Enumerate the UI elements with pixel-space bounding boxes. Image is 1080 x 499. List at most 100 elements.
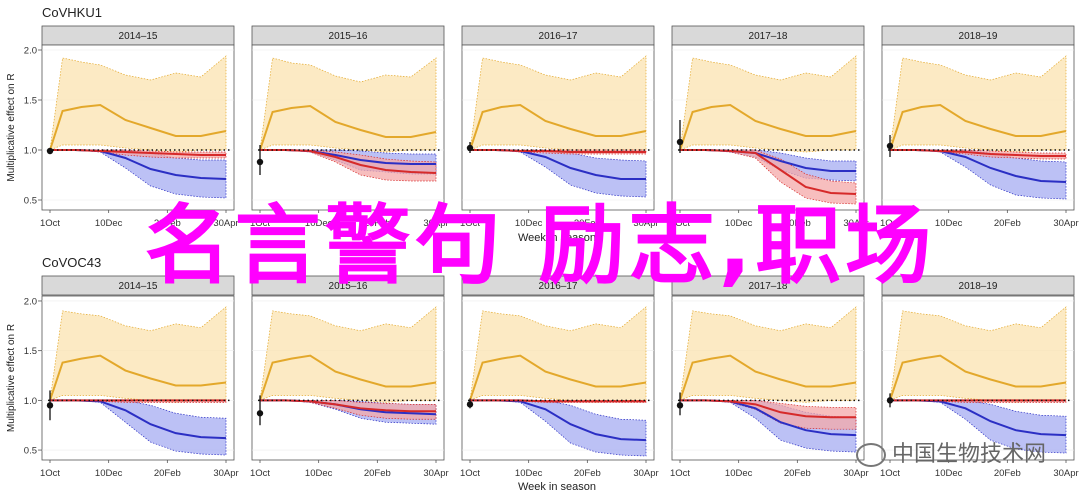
- x-tick-label: 10Dec: [95, 468, 123, 479]
- series-yellow-line: [49, 103, 227, 151]
- series-yellow-band: [679, 55, 857, 153]
- x-tick-label: 30Apr: [423, 218, 448, 229]
- x-tick-label: 30Apr: [843, 218, 868, 229]
- y-axis-label: Multiplicative effect on R: [6, 73, 17, 181]
- y-tick-label: 1.5: [24, 346, 37, 357]
- wechat-logo-icon: [855, 443, 886, 467]
- x-tick-label: 20Feb: [574, 218, 601, 229]
- series-red-band: [260, 149, 437, 182]
- facet-label: 2015–16: [329, 281, 368, 292]
- x-tick-label: 10Dec: [935, 218, 963, 229]
- series-yellow-line: [259, 104, 437, 151]
- facet-strip: [251, 275, 445, 296]
- series-red-line: [50, 149, 226, 156]
- facet-strip: [41, 275, 235, 296]
- x-tick-label: 10Dec: [935, 468, 963, 479]
- x-tick-label: 1Oct: [40, 468, 60, 479]
- x-tick-label: 30Apr: [1053, 218, 1078, 229]
- facet-2017–18: 2017–18 1Oct 10Dec 20Feb 30Apr: [670, 275, 869, 479]
- x-tick-label: 30Apr: [213, 468, 238, 479]
- x-tick-label: 1Oct: [250, 218, 270, 229]
- x-tick-label: 10Dec: [95, 218, 123, 229]
- facet-2015–16: 2015–16 1Oct 10Dec 20Feb 30Apr: [250, 275, 449, 479]
- facet-2018–19: 2018–19 1Oct 10Dec 20Feb 30Apr: [880, 25, 1079, 229]
- initial-point: [466, 144, 474, 152]
- series-yellow-band: [49, 55, 227, 153]
- facet-label: 2018–19: [959, 281, 998, 292]
- chart-1: CoVHKU1 Multiplicative effect on R Week in…: [6, 5, 1079, 244]
- series-yellow-band: [679, 306, 857, 403]
- series-yellow-band: [889, 55, 1067, 153]
- initial-point: [886, 397, 894, 404]
- x-tick-label: 10Dec: [725, 468, 753, 479]
- facet-2016–17: 2016–17 1Oct 10Dec 20Feb 30Apr: [460, 275, 659, 479]
- x-tick-label: 1Oct: [250, 468, 270, 479]
- x-tick-label: 30Apr: [1053, 468, 1078, 479]
- x-tick-label: 20Feb: [784, 468, 811, 479]
- series-yellow-band: [889, 306, 1067, 403]
- series-yellow-line: [259, 354, 437, 401]
- series-yellow-line: [49, 354, 227, 401]
- facet-label: 2018–19: [959, 31, 998, 42]
- series-red-line: [260, 399, 436, 413]
- y-tick-label: 2.0: [24, 296, 37, 307]
- facet-label: 2014–15: [119, 31, 158, 42]
- series-yellow-line: [889, 103, 1067, 151]
- series-red-line: [680, 399, 856, 419]
- facet-2014–15: 2014–15 1Oct 10Dec 20Feb 30Apr: [40, 275, 239, 479]
- x-tick-label: 1Oct: [40, 218, 60, 229]
- facet-strip: [461, 275, 655, 296]
- facet-2014–15: 2014–15 1Oct 10Dec 20Feb 30Apr: [40, 25, 239, 229]
- facet-2018–19: 2018–19 1Oct 10Dec 20Feb 30Apr: [880, 275, 1079, 479]
- facet-strip: [881, 275, 1075, 296]
- initial-point: [886, 142, 894, 150]
- series-red-line: [680, 149, 857, 195]
- series-yellow-band: [259, 57, 437, 153]
- watermark-text: 中国生物技术网: [891, 442, 1046, 467]
- x-tick-label: 1Oct: [460, 468, 480, 479]
- x-tick-label: 20Feb: [994, 468, 1021, 479]
- y-tick-label: 0.5: [24, 196, 37, 207]
- chart-title: CoVOC43: [42, 255, 101, 270]
- x-tick-label: 20Feb: [574, 468, 601, 479]
- x-tick-label: 30Apr: [423, 468, 448, 479]
- facet-label: 2014–15: [119, 281, 158, 292]
- x-tick-label: 10Dec: [305, 218, 333, 229]
- series-red-line: [470, 149, 646, 153]
- facet-label: 2017–18: [749, 281, 788, 292]
- series-red-line: [890, 149, 1066, 157]
- series-yellow-band: [469, 306, 647, 403]
- x-axis-label: Week in season: [518, 481, 596, 493]
- series-yellow-band: [469, 55, 647, 153]
- y-axis-label: Multiplicative effect on R: [6, 324, 17, 432]
- series-yellow-line: [469, 103, 647, 151]
- x-tick-label: 30Apr: [633, 218, 658, 229]
- x-tick-label: 20Feb: [784, 218, 811, 229]
- series-yellow-line: [889, 354, 1067, 401]
- series-blue-band: [470, 149, 647, 198]
- x-tick-label: 10Dec: [515, 218, 543, 229]
- x-tick-label: 30Apr: [843, 468, 868, 479]
- chart-title: CoVHKU1: [42, 5, 102, 20]
- series-blue-band: [890, 149, 1067, 200]
- facet-2016–17: 2016–17 1Oct 10Dec 20Feb 30Apr: [460, 25, 659, 229]
- x-tick-label: 1Oct: [880, 218, 900, 229]
- x-tick-label: 1Oct: [460, 218, 480, 229]
- x-tick-label: 20Feb: [364, 468, 391, 479]
- x-tick-label: 1Oct: [880, 468, 900, 479]
- initial-point: [256, 410, 264, 417]
- series-blue-band: [470, 400, 647, 457]
- x-tick-label: 20Feb: [154, 218, 181, 229]
- y-tick-label: 0.5: [24, 446, 37, 457]
- x-tick-label: 20Feb: [154, 468, 181, 479]
- series-yellow-band: [259, 306, 437, 403]
- initial-point: [676, 402, 684, 409]
- series-yellow-line: [679, 354, 857, 401]
- series-blue-band: [50, 400, 227, 456]
- initial-point: [46, 147, 54, 155]
- x-tick-label: 1Oct: [670, 468, 690, 479]
- facet-label: 2015–16: [329, 31, 368, 42]
- y-tick-label: 1.0: [24, 146, 37, 157]
- x-tick-label: 10Dec: [515, 468, 543, 479]
